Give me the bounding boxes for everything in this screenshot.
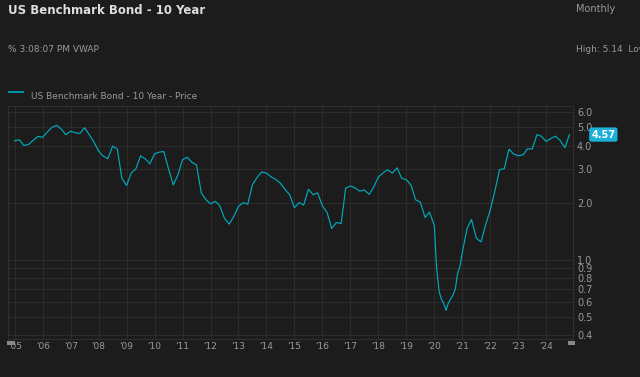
Text: US Benchmark Bond - 10 Year: US Benchmark Bond - 10 Year: [8, 4, 205, 17]
Text: % 3:08:07 PM VWAP: % 3:08:07 PM VWAP: [8, 45, 99, 54]
Text: High: 5.14  Low: 0.54  Chg: 7.78%: High: 5.14 Low: 0.54 Chg: 7.78%: [576, 45, 640, 54]
Text: 4.57: 4.57: [591, 130, 615, 139]
Text: Monthly: Monthly: [576, 4, 615, 14]
Text: US Benchmark Bond - 10 Year - Price: US Benchmark Bond - 10 Year - Price: [31, 92, 197, 101]
